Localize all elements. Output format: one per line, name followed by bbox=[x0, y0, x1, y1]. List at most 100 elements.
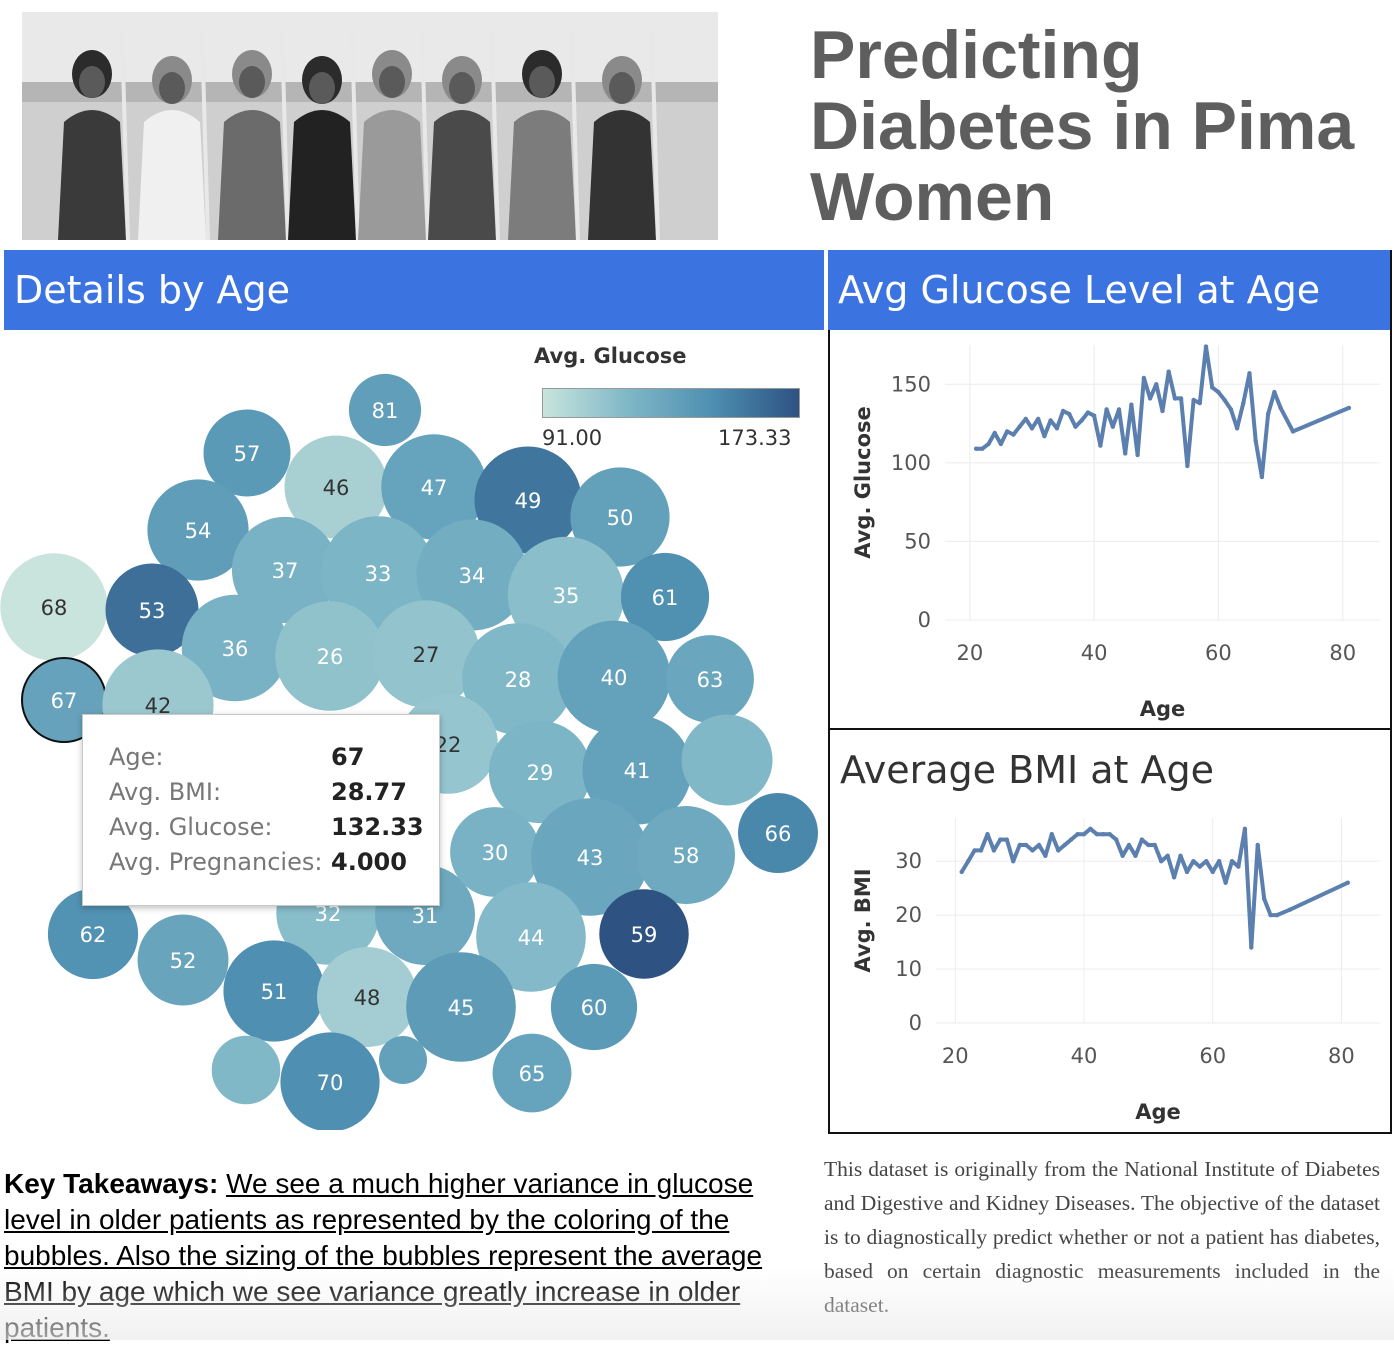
data-point[interactable] bbox=[1165, 853, 1170, 858]
data-point[interactable] bbox=[1011, 859, 1016, 864]
data-point[interactable] bbox=[1075, 832, 1080, 837]
data-point[interactable] bbox=[1274, 912, 1280, 918]
data-point[interactable] bbox=[1247, 371, 1252, 376]
data-point[interactable] bbox=[1152, 842, 1157, 848]
data-point[interactable] bbox=[1236, 864, 1241, 869]
data-point[interactable] bbox=[1178, 853, 1183, 858]
data-point[interactable] bbox=[1272, 389, 1277, 395]
data-point[interactable] bbox=[1255, 842, 1260, 848]
bubble[interactable]: 27 bbox=[372, 600, 480, 708]
data-point[interactable] bbox=[1223, 880, 1228, 885]
bubble[interactable]: 30 bbox=[450, 807, 540, 897]
data-point[interactable] bbox=[1197, 400, 1202, 406]
data-point[interactable] bbox=[1345, 880, 1350, 885]
bubble-circle[interactable] bbox=[570, 467, 670, 567]
data-point[interactable] bbox=[1185, 463, 1190, 469]
data-point[interactable] bbox=[1107, 832, 1112, 837]
bubble[interactable]: 53 bbox=[105, 563, 199, 657]
data-point[interactable] bbox=[985, 832, 990, 837]
data-point[interactable] bbox=[1120, 853, 1125, 858]
data-point[interactable] bbox=[1290, 429, 1296, 434]
data-point[interactable] bbox=[1110, 424, 1115, 429]
bubble[interactable]: 66 bbox=[738, 793, 818, 873]
data-point[interactable] bbox=[1073, 424, 1078, 429]
data-point[interactable] bbox=[1054, 426, 1060, 431]
data-point[interactable] bbox=[980, 446, 985, 451]
bubble-circle[interactable] bbox=[557, 620, 671, 734]
bubble[interactable]: 29 bbox=[488, 720, 592, 824]
bubble[interactable]: 70 bbox=[280, 1032, 380, 1130]
data-point[interactable] bbox=[1229, 859, 1235, 864]
bubble-circle[interactable] bbox=[275, 601, 385, 711]
bubble-circle[interactable] bbox=[488, 720, 592, 824]
data-point[interactable] bbox=[1114, 837, 1119, 842]
data-point[interactable] bbox=[1242, 826, 1248, 831]
bubble[interactable]: 26 bbox=[275, 601, 385, 711]
bubble[interactable]: 46 bbox=[284, 435, 388, 539]
data-point[interactable] bbox=[1004, 429, 1010, 434]
data-point[interactable] bbox=[1159, 859, 1164, 864]
data-point[interactable] bbox=[1241, 400, 1246, 406]
bubble[interactable]: 52 bbox=[137, 914, 229, 1006]
bubble-circle[interactable] bbox=[137, 914, 229, 1006]
bubble[interactable]: 63 bbox=[666, 635, 754, 723]
bubble-circle[interactable] bbox=[284, 435, 388, 539]
bubble-circle[interactable] bbox=[317, 947, 417, 1047]
bubble-circle[interactable] bbox=[223, 940, 325, 1042]
bubble[interactable]: 60 bbox=[550, 963, 638, 1051]
bubble-circle[interactable] bbox=[462, 623, 574, 735]
data-point[interactable] bbox=[1081, 832, 1087, 837]
bubble-circle[interactable] bbox=[620, 552, 710, 642]
data-point[interactable] bbox=[1085, 410, 1091, 415]
bubble[interactable]: 41 bbox=[582, 715, 692, 825]
bubble-circle[interactable] bbox=[379, 1036, 427, 1084]
data-point[interactable] bbox=[1104, 407, 1109, 412]
bubble[interactable]: 65 bbox=[492, 1033, 572, 1113]
bubble-circle[interactable] bbox=[406, 952, 516, 1062]
data-point[interactable] bbox=[986, 441, 991, 447]
data-point[interactable] bbox=[1234, 426, 1240, 431]
data-point[interactable] bbox=[1197, 864, 1202, 869]
data-point[interactable] bbox=[1191, 859, 1196, 864]
bubble-circle[interactable] bbox=[105, 563, 199, 657]
data-point[interactable] bbox=[998, 441, 1004, 447]
data-point[interactable] bbox=[1135, 452, 1140, 458]
data-point[interactable] bbox=[1171, 875, 1177, 880]
bubble-circle[interactable] bbox=[681, 714, 773, 806]
data-point[interactable] bbox=[1004, 837, 1009, 842]
bubble[interactable]: 59 bbox=[599, 889, 689, 979]
data-point[interactable] bbox=[1278, 405, 1283, 411]
bubble-circle[interactable] bbox=[550, 963, 638, 1051]
bubble[interactable]: 50 bbox=[570, 467, 670, 567]
data-point[interactable] bbox=[1029, 426, 1035, 431]
data-point[interactable] bbox=[1056, 848, 1061, 853]
data-point[interactable] bbox=[1172, 396, 1178, 401]
bubble[interactable]: 33 bbox=[321, 516, 435, 630]
bubble[interactable]: 43 bbox=[531, 798, 649, 916]
data-point[interactable] bbox=[1017, 842, 1022, 848]
data-point[interactable] bbox=[1091, 413, 1097, 418]
bubble-circle[interactable] bbox=[211, 1035, 281, 1105]
bubble[interactable]: 47 bbox=[381, 434, 487, 540]
data-point[interactable] bbox=[1265, 411, 1271, 417]
data-point[interactable] bbox=[1146, 842, 1151, 848]
bubble[interactable]: 36 bbox=[181, 594, 289, 702]
bubble-circle[interactable] bbox=[0, 553, 108, 661]
data-point[interactable] bbox=[1178, 396, 1184, 401]
bubble-circle[interactable] bbox=[372, 600, 480, 708]
data-point[interactable] bbox=[1166, 369, 1171, 374]
bubble[interactable]: 28 bbox=[462, 623, 574, 735]
bubble[interactable]: 45 bbox=[406, 952, 516, 1062]
data-point[interactable] bbox=[998, 837, 1003, 842]
bubble-circle[interactable] bbox=[531, 798, 649, 916]
data-point[interactable] bbox=[1123, 451, 1128, 456]
data-point[interactable] bbox=[1126, 842, 1132, 848]
bubble-circle[interactable] bbox=[738, 793, 818, 873]
bubble[interactable]: 51 bbox=[223, 940, 325, 1042]
data-point[interactable] bbox=[959, 869, 964, 875]
data-point[interactable] bbox=[1036, 842, 1042, 848]
bubble[interactable]: 48 bbox=[317, 947, 417, 1047]
bubble[interactable]: 57 bbox=[203, 409, 291, 497]
data-point[interactable] bbox=[992, 430, 997, 436]
data-point[interactable] bbox=[1287, 907, 1293, 912]
